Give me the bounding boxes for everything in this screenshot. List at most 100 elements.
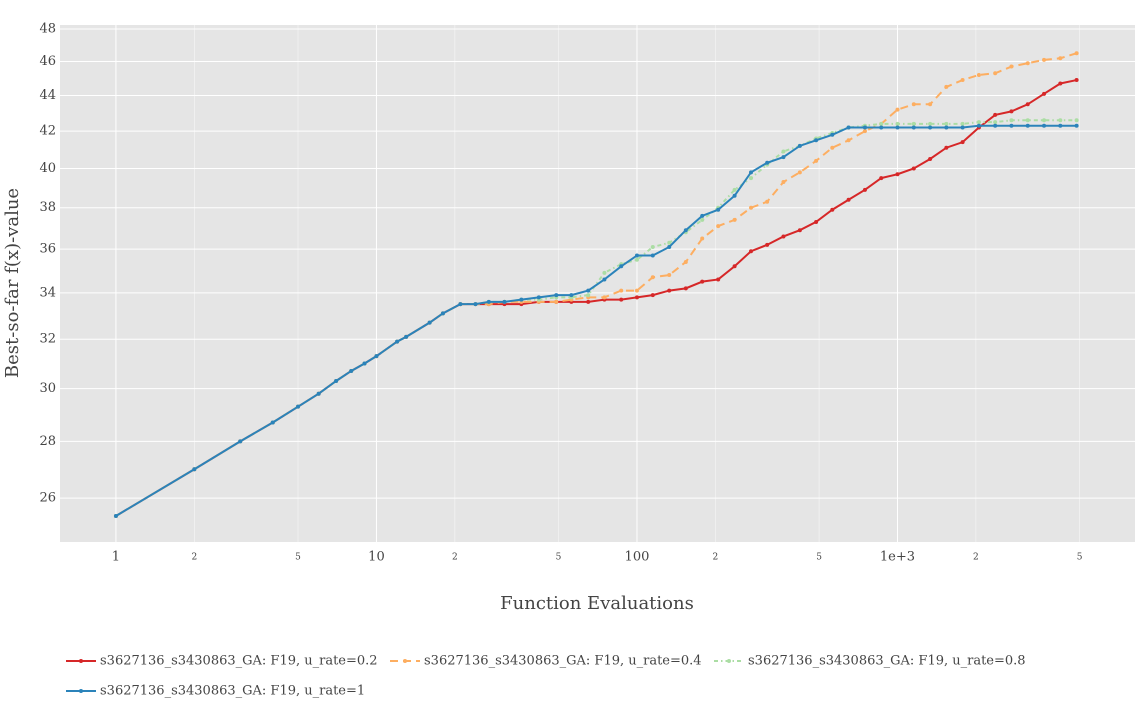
x-tick-label: 100	[625, 550, 650, 565]
series-marker	[650, 253, 655, 258]
series-marker	[634, 295, 639, 300]
series-marker	[700, 217, 705, 222]
series-marker	[1009, 118, 1014, 123]
series-marker	[928, 125, 933, 130]
y-tick-label: 38	[39, 200, 56, 215]
series-marker	[765, 160, 770, 165]
series-marker	[634, 253, 639, 258]
y-tick-label: 48	[39, 21, 56, 36]
legend-marker	[79, 689, 83, 693]
series-marker	[862, 129, 867, 134]
series-marker	[334, 378, 339, 383]
series-marker	[781, 149, 786, 154]
series-marker	[1009, 109, 1014, 114]
series-marker	[113, 513, 118, 518]
series-marker	[650, 293, 655, 298]
series-marker	[976, 120, 981, 125]
legend-marker	[403, 659, 407, 663]
series-marker	[1074, 123, 1079, 128]
series-marker	[895, 125, 900, 130]
series-marker	[765, 199, 770, 204]
series-marker	[814, 138, 819, 143]
legend-label: s3627136_s3430863_GA: F19, u_rate=0.8	[748, 654, 1026, 669]
x-tick-label: 2	[191, 553, 197, 563]
series-marker	[960, 78, 965, 83]
y-tick-label: 44	[39, 88, 56, 103]
legend-marker	[727, 659, 731, 663]
series-marker	[650, 275, 655, 280]
series-marker	[846, 197, 851, 202]
y-tick-label: 36	[39, 242, 56, 257]
series-marker	[846, 138, 851, 143]
series-marker	[993, 71, 998, 76]
series-marker	[814, 219, 819, 224]
series-marker	[862, 187, 867, 192]
series-marker	[1058, 81, 1063, 86]
x-tick-label: 2	[973, 553, 979, 563]
series-marker	[862, 125, 867, 130]
series-marker	[700, 213, 705, 218]
series-marker	[362, 361, 367, 366]
series-marker	[270, 420, 275, 425]
series-marker	[749, 170, 754, 175]
series-marker	[797, 228, 802, 233]
series-marker	[667, 244, 672, 249]
series-marker	[993, 112, 998, 117]
series-marker	[879, 125, 884, 130]
series-marker	[976, 123, 981, 128]
series-marker	[602, 277, 607, 282]
series-marker	[619, 297, 624, 302]
series-marker	[732, 217, 737, 222]
y-tick-label: 28	[39, 434, 56, 449]
legend-label: s3627136_s3430863_GA: F19, u_rate=0.2	[100, 654, 378, 669]
series-marker	[911, 166, 916, 171]
series-marker	[586, 299, 591, 304]
series-marker	[683, 228, 688, 233]
legend-marker	[79, 659, 83, 663]
series-marker	[296, 404, 301, 409]
series-marker	[519, 297, 524, 302]
series-marker	[960, 121, 965, 126]
x-tick-label: 1e+3	[880, 550, 915, 565]
series-marker	[1042, 118, 1047, 123]
series-marker	[781, 155, 786, 160]
series-marker	[830, 145, 835, 150]
series-marker	[395, 339, 400, 344]
series-marker	[374, 354, 379, 359]
y-tick-label: 42	[39, 124, 56, 139]
x-tick-label: 2	[452, 553, 458, 563]
series-marker	[650, 244, 655, 249]
series-marker	[634, 257, 639, 262]
series-marker	[846, 125, 851, 130]
series-marker	[316, 391, 321, 396]
legend-label: s3627136_s3430863_GA: F19, u_rate=1	[100, 684, 365, 699]
series-marker	[700, 236, 705, 241]
series-marker	[619, 264, 624, 269]
legend-label: s3627136_s3430863_GA: F19, u_rate=0.4	[424, 654, 702, 669]
series-marker	[683, 259, 688, 264]
y-tick-label: 46	[39, 54, 56, 69]
series-marker	[667, 288, 672, 293]
series-marker	[1074, 118, 1079, 123]
series-marker	[749, 205, 754, 210]
y-tick-label: 26	[39, 491, 56, 506]
series-marker	[1025, 123, 1030, 128]
series-marker	[1058, 118, 1063, 123]
series-marker	[911, 102, 916, 107]
series-marker	[349, 368, 354, 373]
series-marker	[749, 176, 754, 181]
series-marker	[427, 320, 432, 325]
x-axis-title: Function Evaluations	[500, 593, 694, 614]
series-marker	[879, 176, 884, 181]
series-marker	[879, 121, 884, 126]
series-marker	[895, 121, 900, 126]
x-tick-label: 5	[1077, 553, 1083, 563]
series-marker	[732, 264, 737, 269]
series-marker	[814, 158, 819, 163]
series-marker	[781, 179, 786, 184]
series-marker	[1058, 56, 1063, 61]
series-marker	[911, 121, 916, 126]
series-marker	[1009, 64, 1014, 69]
series-marker	[732, 187, 737, 192]
series-marker	[440, 311, 445, 316]
